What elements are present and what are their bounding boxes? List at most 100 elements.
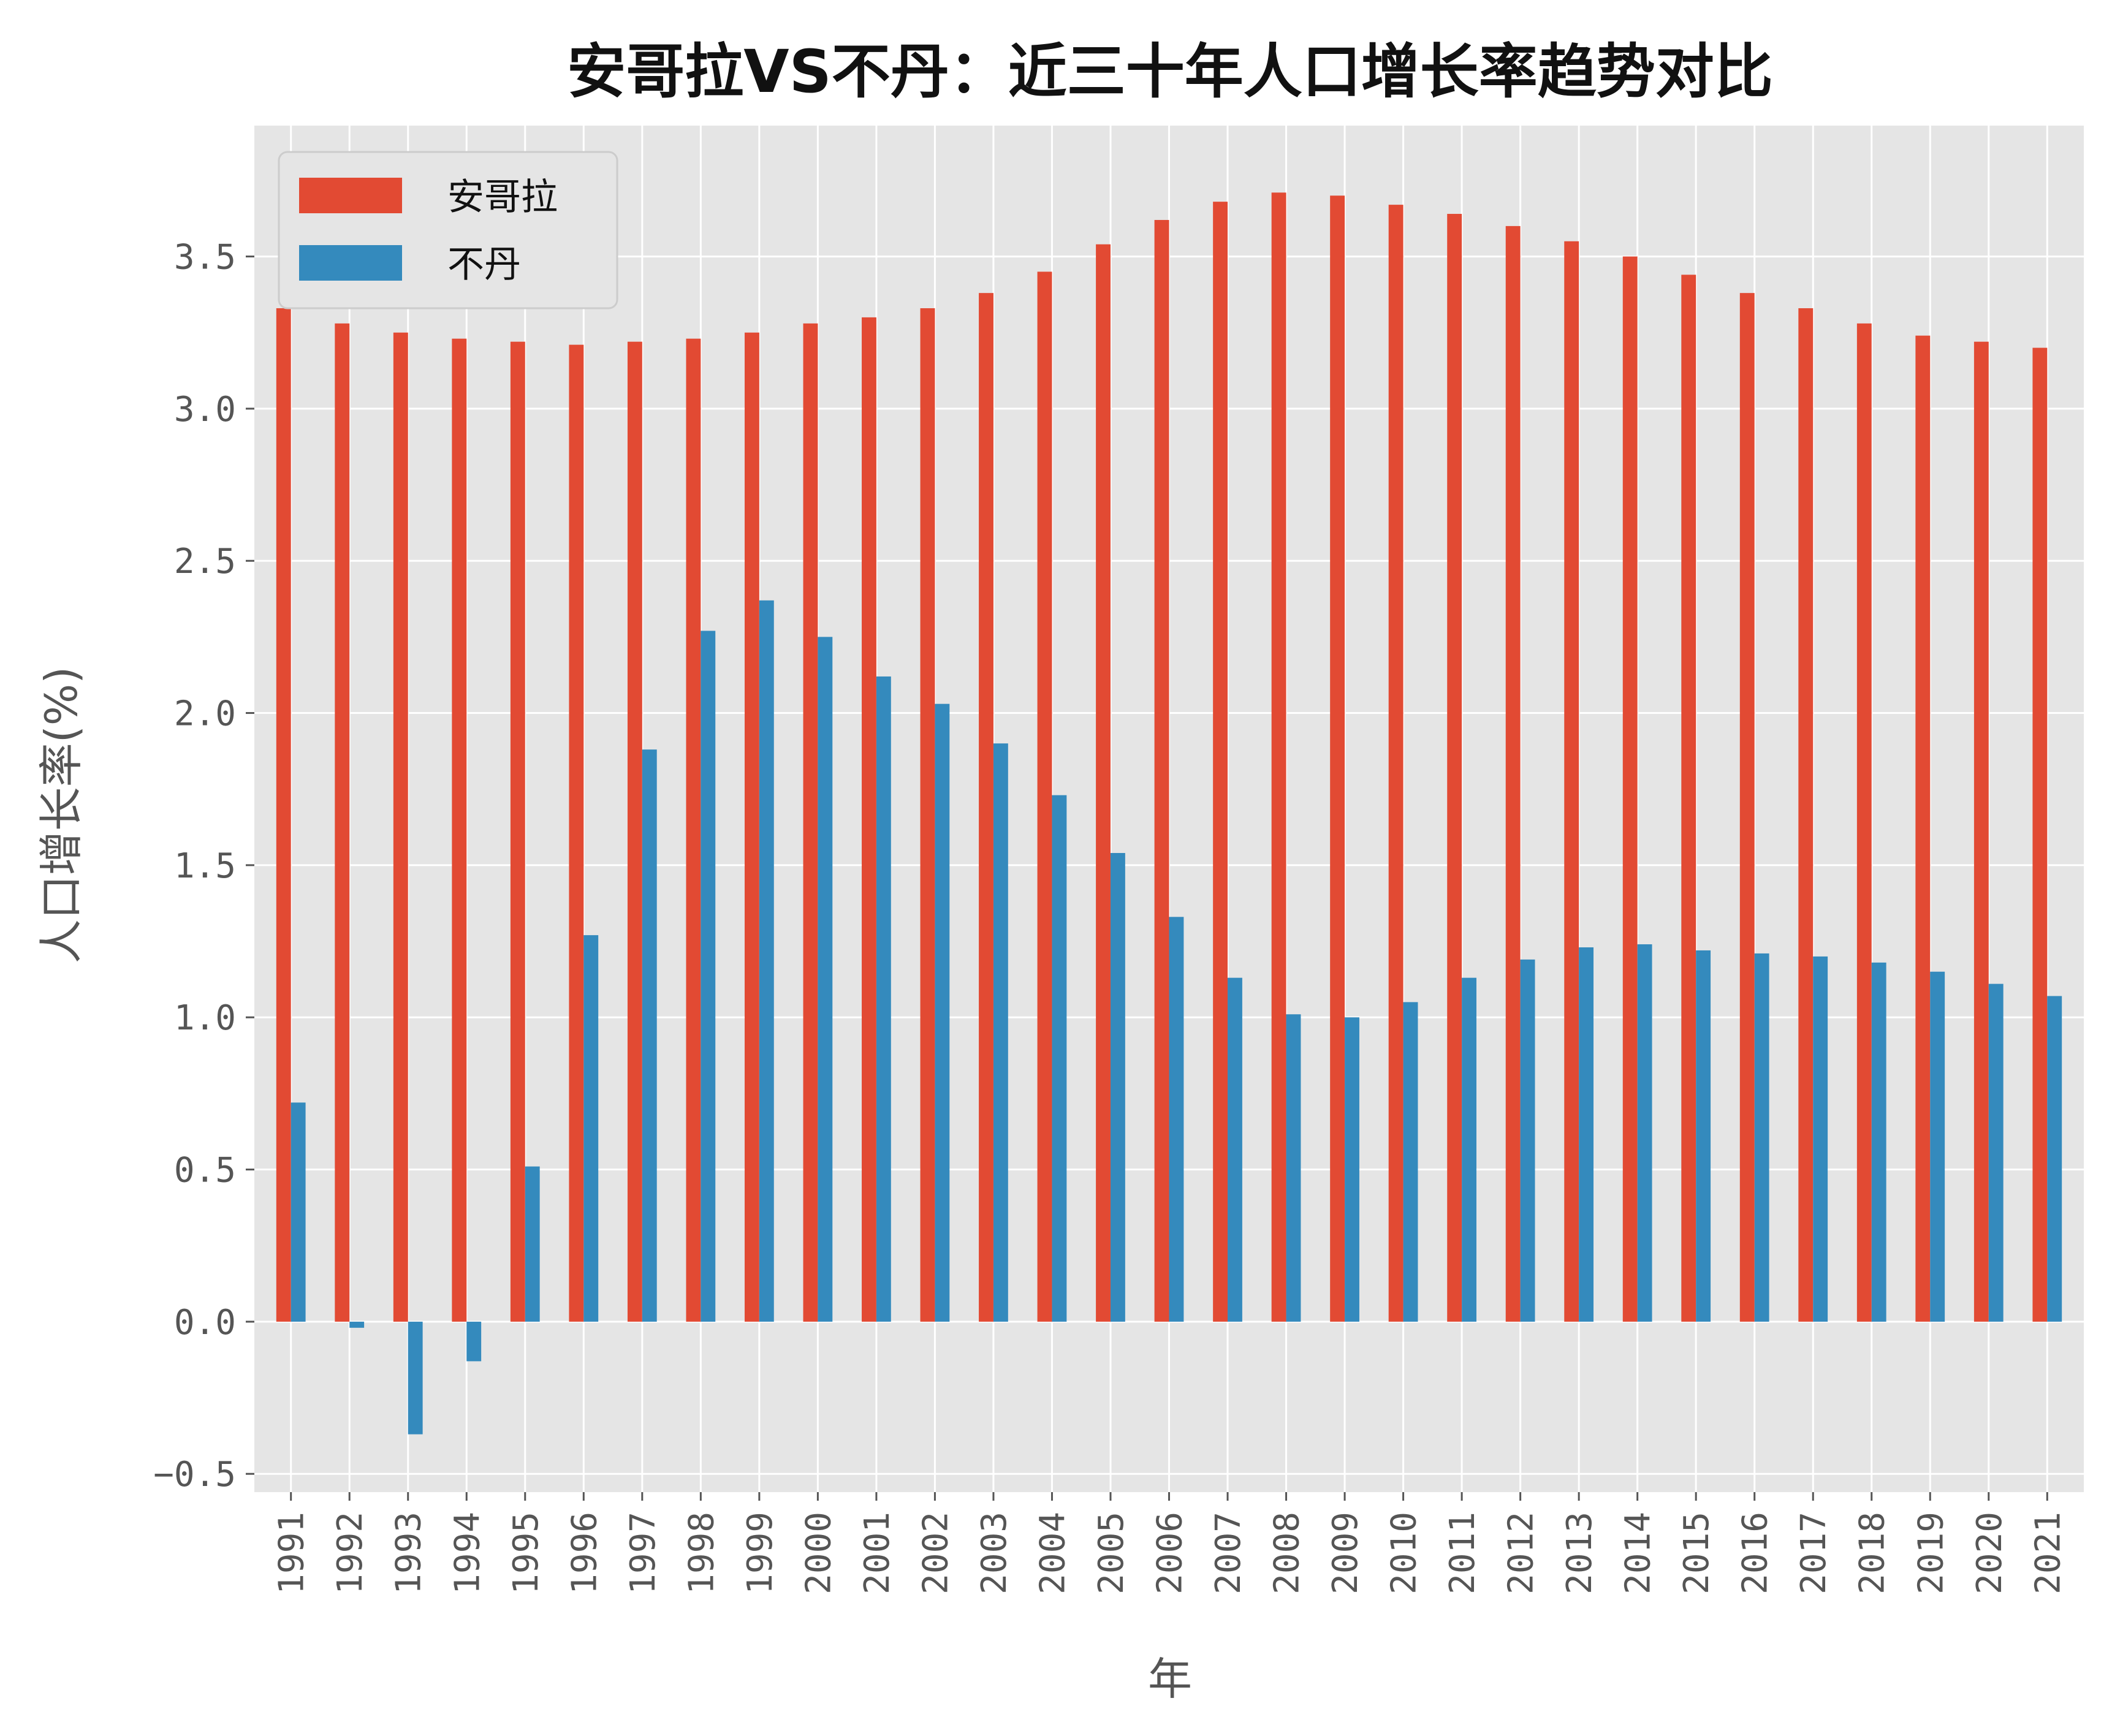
y-tick-label: 3.0 — [174, 390, 236, 430]
x-tick-label: 1995 — [506, 1512, 546, 1594]
legend-swatch-angola — [299, 178, 402, 213]
bar-bhutan-2005 — [1110, 853, 1125, 1322]
bar-bhutan-1997 — [642, 749, 657, 1322]
x-tick-label: 2004 — [1033, 1512, 1073, 1594]
bar-angola-2021 — [2032, 347, 2048, 1322]
bar-bhutan-2011 — [1462, 977, 1476, 1322]
legend-label-angola: 安哥拉 — [447, 176, 558, 219]
x-tick-label: 2010 — [1385, 1512, 1424, 1594]
bar-bhutan-1998 — [701, 631, 716, 1322]
bar-bhutan-2009 — [1345, 1017, 1359, 1322]
x-tick-label: 2007 — [1209, 1512, 1248, 1594]
bar-angola-2000 — [803, 323, 818, 1322]
bar-angola-2015 — [1681, 275, 1696, 1322]
bar-angola-2004 — [1037, 271, 1052, 1322]
bar-bhutan-1992 — [349, 1321, 365, 1328]
y-tick-label: 2.0 — [174, 694, 236, 734]
bar-bhutan-2007 — [1228, 977, 1242, 1322]
x-tick-label: 2013 — [1560, 1512, 1600, 1594]
x-tick-label: 2000 — [799, 1512, 838, 1594]
x-tick-label: 1998 — [682, 1512, 721, 1594]
chart-title: 安哥拉VS不丹：近三十年人口增长率趋势对比 — [567, 37, 1772, 106]
bar-bhutan-2016 — [1754, 953, 1769, 1322]
bar-bhutan-2012 — [1520, 959, 1535, 1322]
bar-bhutan-2019 — [1930, 971, 1945, 1322]
x-tick-label: 1994 — [447, 1512, 487, 1594]
x-tick-label: 1991 — [272, 1512, 312, 1594]
bar-angola-2012 — [1505, 226, 1521, 1322]
x-tick-label: 2020 — [1970, 1512, 2010, 1594]
y-tick-label: 0.5 — [174, 1151, 236, 1191]
bar-angola-2014 — [1622, 256, 1638, 1322]
bar-bhutan-2018 — [1871, 962, 1886, 1322]
bar-bhutan-2015 — [1696, 950, 1711, 1322]
x-tick-label: 2021 — [2028, 1512, 2068, 1594]
x-axis: 1991 1992 1993 1994 1995 1996 1997 1998 1999 2000… — [272, 1492, 2068, 1594]
x-axis-label: 年 — [1148, 1653, 1192, 1705]
bar-bhutan-1994 — [466, 1321, 482, 1362]
bar-angola-2017 — [1798, 308, 1814, 1322]
x-tick-label: 2003 — [974, 1512, 1014, 1594]
x-tick-label: 1996 — [564, 1512, 604, 1594]
x-tick-label: 2015 — [1677, 1512, 1717, 1594]
bar-angola-2013 — [1564, 241, 1579, 1322]
x-tick-label: 2018 — [1853, 1512, 1893, 1594]
bar-angola-1992 — [335, 323, 350, 1322]
bar-angola-2016 — [1739, 293, 1755, 1322]
x-tick-label: 1997 — [623, 1512, 663, 1594]
bar-angola-1996 — [569, 344, 584, 1322]
x-tick-label: 2009 — [1326, 1512, 1366, 1594]
bar-angola-2019 — [1915, 335, 1931, 1322]
bar-angola-2011 — [1447, 214, 1462, 1322]
x-tick-label: 2016 — [1736, 1512, 1776, 1594]
bar-angola-2002 — [920, 308, 935, 1322]
x-tick-label: 1993 — [389, 1512, 429, 1594]
legend-swatch-bhutan — [299, 245, 402, 281]
x-tick-label: 2014 — [1619, 1512, 1658, 1594]
y-tick-label: 0.0 — [174, 1303, 236, 1343]
y-tick-label: −0.5 — [153, 1455, 236, 1495]
x-tick-label: 2017 — [1794, 1512, 1834, 1594]
bar-angola-2003 — [979, 293, 993, 1322]
bar-angola-2018 — [1856, 323, 1872, 1322]
bar-angola-1999 — [744, 332, 759, 1322]
bar-bhutan-2010 — [1403, 1002, 1418, 1322]
bar-bhutan-2021 — [2047, 996, 2062, 1322]
bar-bhutan-2004 — [1052, 795, 1067, 1322]
bar-angola-2005 — [1096, 244, 1111, 1322]
x-tick-label: 2001 — [857, 1512, 897, 1594]
bar-angola-2007 — [1213, 202, 1228, 1322]
x-tick-label: 2002 — [916, 1512, 955, 1594]
bar-bhutan-1993 — [408, 1321, 423, 1435]
legend-label-bhutan: 不丹 — [447, 243, 521, 286]
y-axis: −0.5 0.0 0.5 1.0 1.5 2.0 2.5 3.0 3.5 — [153, 238, 254, 1495]
bar-bhutan-2002 — [935, 703, 950, 1322]
bar-angola-2008 — [1271, 192, 1286, 1322]
y-axis-label: 人口增长率(%) — [36, 667, 87, 964]
bar-angola-1995 — [510, 341, 525, 1322]
y-tick-label: 1.5 — [174, 846, 236, 886]
bar-angola-2010 — [1388, 205, 1404, 1322]
bar-angola-2006 — [1154, 219, 1169, 1322]
bar-bhutan-1999 — [759, 600, 774, 1322]
bar-bhutan-2014 — [1637, 944, 1652, 1322]
bar-bhutan-2006 — [1169, 917, 1184, 1322]
bars — [276, 192, 2062, 1435]
bar-bhutan-2020 — [1988, 984, 2004, 1322]
y-tick-label: 2.5 — [174, 542, 236, 582]
y-tick-label: 3.5 — [174, 238, 236, 278]
bar-bhutan-1996 — [583, 935, 599, 1322]
bar-angola-1997 — [627, 341, 642, 1322]
bar-bhutan-2017 — [1813, 956, 1828, 1322]
bar-angola-1991 — [276, 308, 291, 1322]
bar-angola-1993 — [393, 332, 408, 1322]
bar-bhutan-2008 — [1286, 1014, 1301, 1322]
bar-bhutan-2000 — [818, 637, 833, 1322]
x-tick-label: 2008 — [1267, 1512, 1307, 1594]
bar-bhutan-2003 — [993, 743, 1008, 1322]
x-tick-label: 1992 — [330, 1512, 370, 1594]
bar-bhutan-2001 — [876, 676, 891, 1322]
x-tick-label: 2019 — [1911, 1512, 1951, 1594]
x-tick-label: 2011 — [1443, 1512, 1483, 1594]
